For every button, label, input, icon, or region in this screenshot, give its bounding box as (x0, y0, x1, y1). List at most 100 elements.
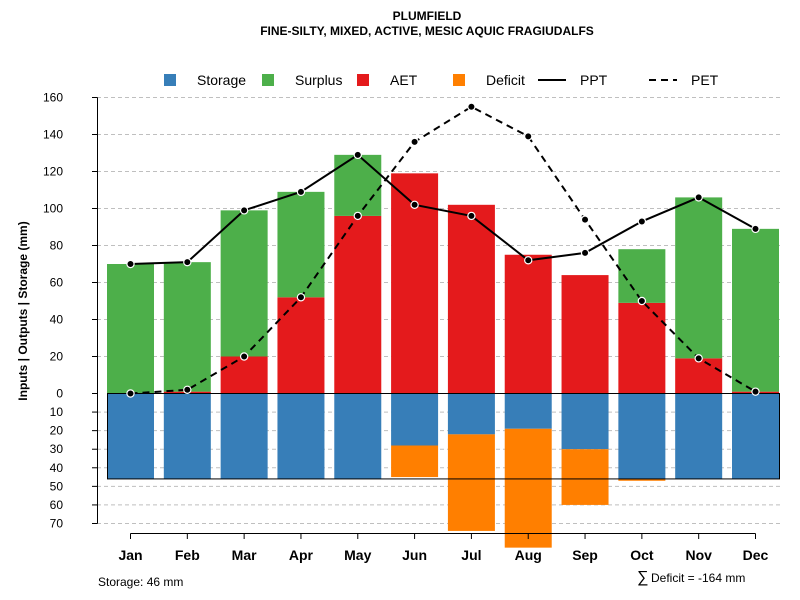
surplus-bar (675, 197, 723, 359)
y-tick-label: 10 (50, 405, 64, 419)
storage-bar (277, 393, 325, 479)
storage-bar (220, 393, 268, 479)
x-tick-label-feb: Feb (175, 547, 200, 563)
aet-bar (561, 275, 609, 394)
deficit-bar (504, 428, 552, 548)
deficit-sum-symbol: ∑ (637, 569, 648, 586)
deficit-bar (618, 478, 666, 481)
ppt-point (637, 217, 647, 226)
legend-swatch-aet (357, 74, 369, 86)
legend-label-surplus: Surplus (295, 72, 342, 88)
y-tick-label: 140 (43, 128, 63, 142)
ppt-point (410, 200, 419, 209)
pet-point (524, 132, 533, 141)
surplus-bar (163, 262, 211, 392)
ppt-point (239, 206, 249, 215)
deficit-note: Deficit = -164 mm (651, 571, 745, 585)
x-tick-label-jun: Jun (402, 547, 427, 563)
surplus-bar (107, 264, 154, 394)
aet-bar (391, 173, 439, 394)
pet-point (183, 385, 192, 394)
deficit-bar (391, 445, 439, 478)
pet-point (467, 102, 476, 111)
storage-bar (334, 393, 382, 479)
y-tick-label: 120 (43, 165, 63, 179)
aet-bar (447, 204, 495, 394)
x-tick-label-aug: Aug (515, 547, 542, 563)
y-tick-label: 60 (50, 276, 64, 290)
series-lines (126, 102, 760, 398)
y-tick-label: 40 (50, 461, 64, 475)
pet-point (694, 354, 703, 363)
pet-point (353, 211, 362, 221)
aet-bar (618, 302, 666, 394)
surplus-bar (618, 249, 666, 303)
legend-label-storage: Storage (197, 72, 246, 88)
pet-point (637, 296, 647, 306)
surplus-bar (334, 154, 382, 216)
storage-bar (618, 393, 666, 479)
ppt-point (694, 193, 703, 202)
legend-label-deficit: Deficit (486, 72, 525, 88)
y-tick-label: 20 (50, 350, 64, 364)
storage-capacity-frame (107, 393, 780, 480)
y-tick-label: 60 (50, 498, 64, 512)
legend-swatch-surplus (262, 74, 274, 86)
legend-swatch-storage (164, 74, 176, 86)
x-tick-label-sep: Sep (572, 547, 598, 563)
ppt-point (296, 187, 306, 197)
y-tick-label: 40 (50, 313, 64, 327)
storage-bar (504, 393, 552, 429)
gridlines (97, 97, 780, 524)
x-tick-label-nov: Nov (685, 547, 712, 563)
storage-bar (163, 393, 211, 479)
pet-point (580, 215, 590, 224)
x-tick-label-apr: Apr (289, 547, 314, 563)
storage-bar (675, 393, 723, 479)
x-tick-label-oct: Oct (630, 547, 654, 563)
aet-bar (675, 358, 723, 394)
legend-label-pet: PET (691, 72, 719, 88)
storage-bar (107, 393, 154, 479)
pet-point (296, 293, 306, 302)
ppt-point (183, 257, 192, 267)
storage-bar (391, 393, 439, 446)
aet-bar (220, 356, 268, 394)
y-tick-label: 50 (50, 479, 64, 493)
x-tick-label-dec: Dec (743, 547, 769, 563)
surplus-bar (732, 228, 779, 392)
storage-note: Storage: 46 mm (98, 575, 183, 589)
x-tick-label-jan: Jan (118, 547, 142, 563)
y-tick-label: 100 (43, 202, 63, 216)
pet-point (751, 387, 760, 396)
ppt-point (580, 248, 590, 258)
y-tick-label: 20 (50, 424, 64, 438)
surplus-bar (220, 210, 268, 357)
storage-bar (561, 393, 609, 450)
storage-bar (447, 393, 495, 435)
y-tick-label: 80 (50, 239, 64, 253)
ppt-point (467, 211, 476, 221)
ppt-point (524, 256, 533, 265)
ppt-point (126, 259, 135, 269)
legend: Storage Surplus AET Deficit PPT PET (164, 72, 719, 88)
aet-bar (504, 254, 552, 394)
x-tick-label-jul: Jul (461, 547, 481, 563)
y-axis-label: Inputs | Outputs | Storage (mm) (16, 221, 30, 400)
ppt-line (130, 153, 756, 265)
pet-point (239, 352, 249, 361)
deficit-bar (561, 449, 609, 505)
y-tick-label: 70 (50, 517, 64, 531)
legend-label-aet: AET (390, 72, 418, 88)
surplus-bar (277, 191, 325, 298)
legend-label-ppt: PPT (580, 72, 608, 88)
pet-point (126, 389, 135, 398)
storage-bar (732, 393, 779, 479)
chart-subtitle: FINE-SILTY, MIXED, ACTIVE, MESIC AQUIC F… (260, 24, 594, 38)
y-tick-label: 30 (50, 442, 64, 456)
x-tick-label-may: May (344, 547, 371, 563)
deficit-bar (447, 434, 495, 531)
chart-title: PLUMFIELD (393, 9, 462, 23)
axes: 0 20 40 60 80 100 120 140 160 10 20 30 40 50 60 70 Jan Fe… (43, 91, 769, 564)
